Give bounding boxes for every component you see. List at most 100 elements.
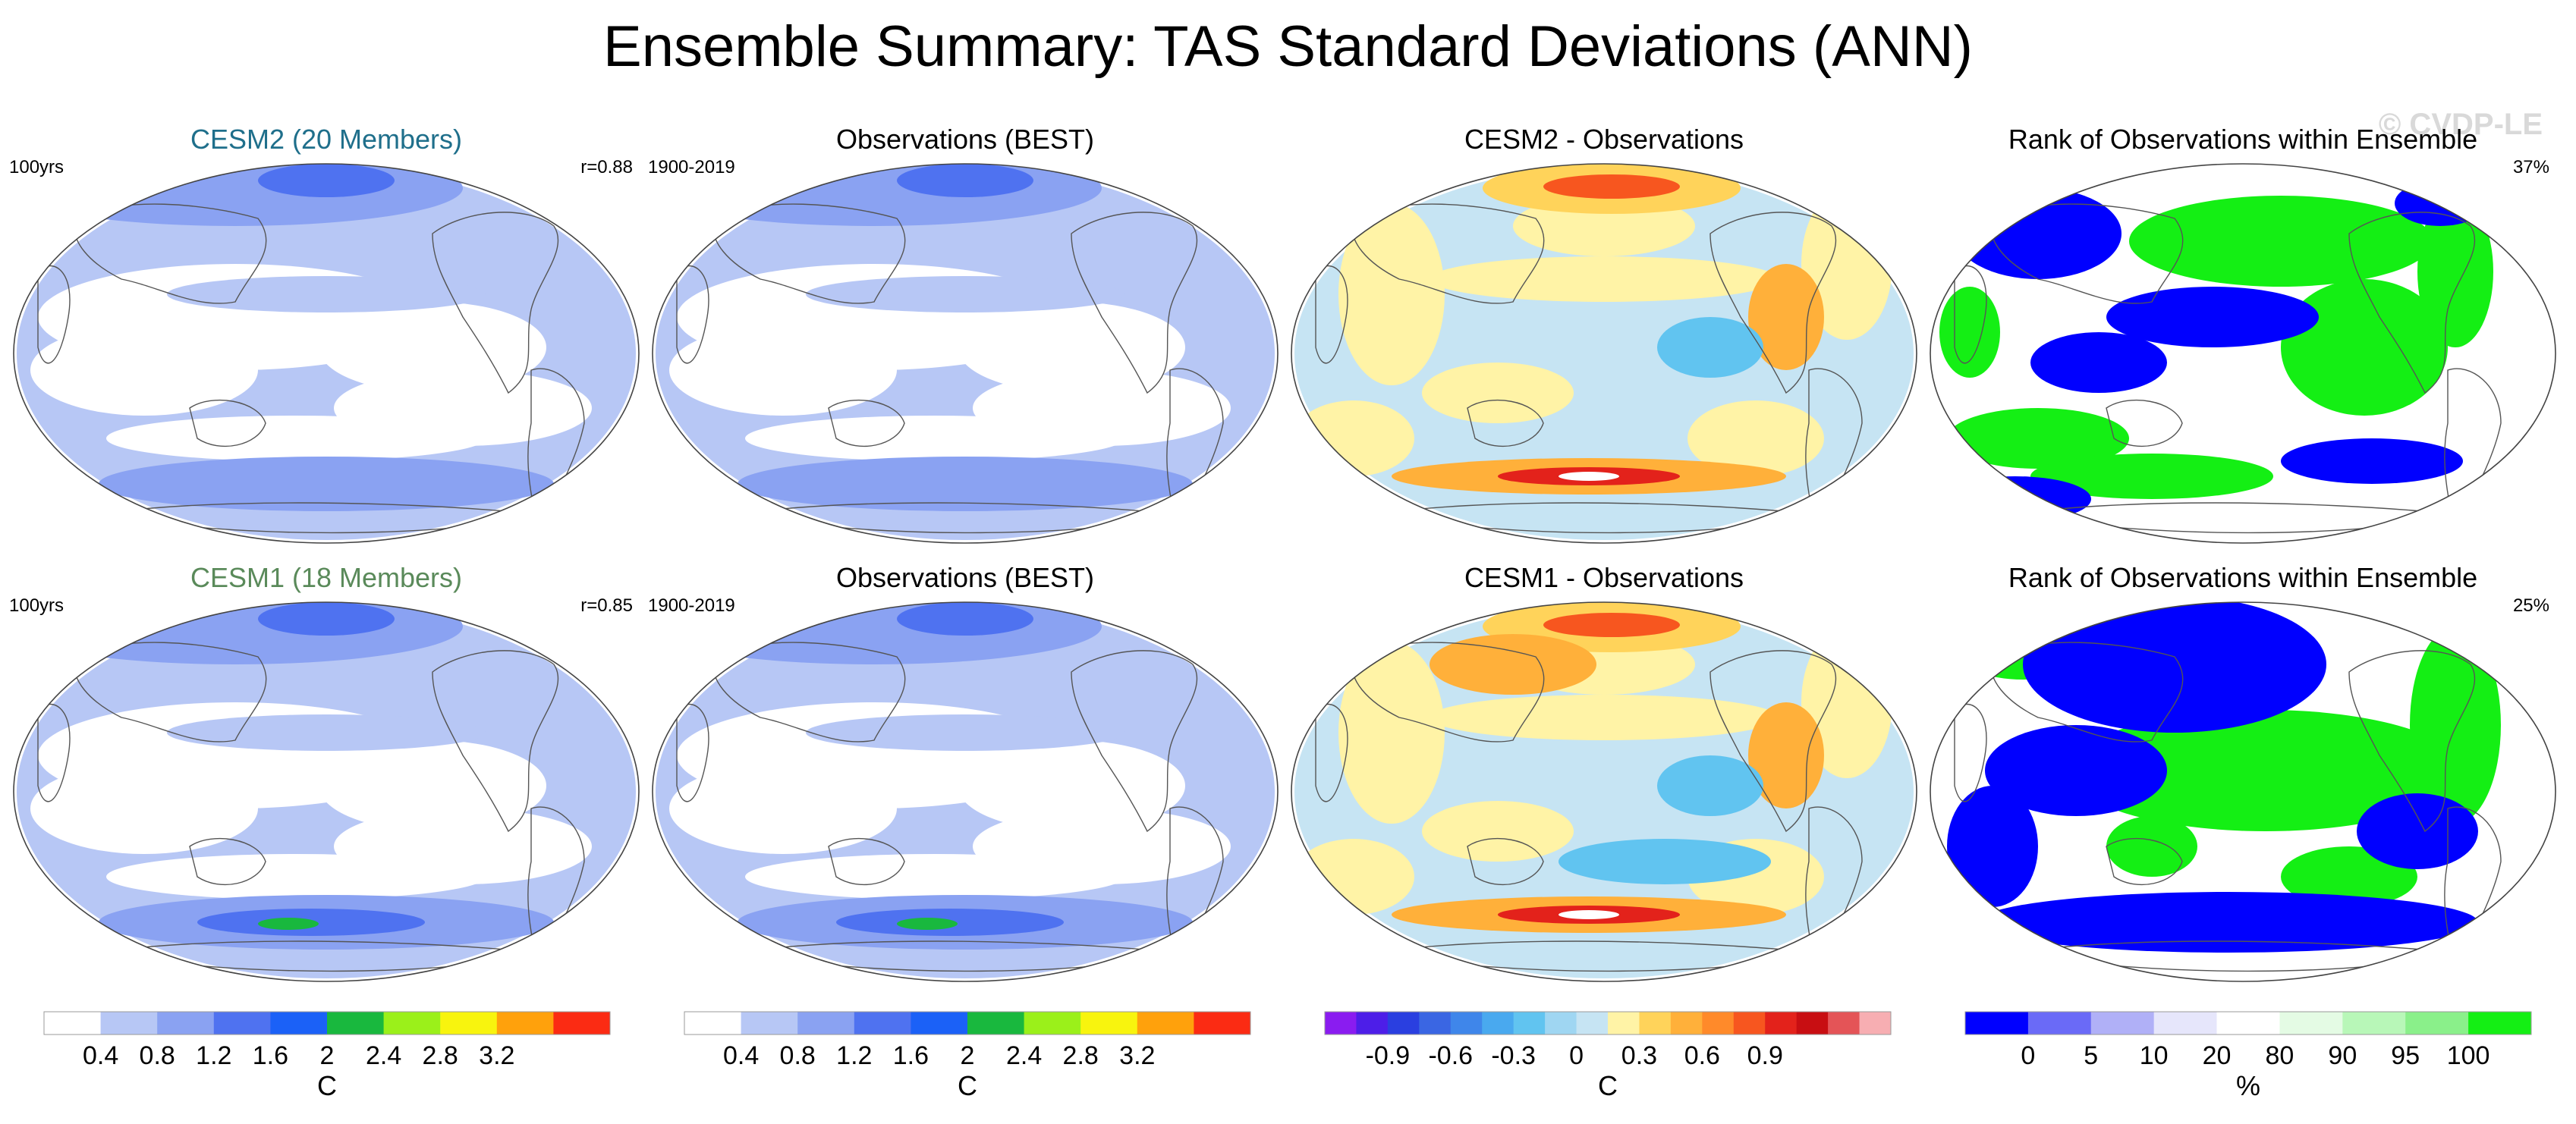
colorbar-swatch [2279, 1012, 2343, 1035]
colorbar-swatch [1137, 1012, 1194, 1035]
low-variance-area [319, 302, 546, 393]
low-variance-area [745, 416, 1124, 461]
coastline [37, 703, 71, 802]
warm-bias-1 [1430, 695, 1779, 740]
map-panel: Rank of Observations within Ensemble 37% [1924, 120, 2562, 545]
panel-title: Rank of Observations within Ensemble [2008, 124, 2478, 155]
coastline [1071, 650, 1198, 833]
cool-bias-south [1558, 839, 1771, 884]
hudson-peak [1118, 602, 1146, 613]
low-variance-area [958, 740, 1185, 831]
colorbar: 0.4 0.8 1.2 1.6 2 2.4 2.8 3.2 C [683, 1010, 1260, 1124]
colorbar-swatch [1639, 1012, 1672, 1035]
coastline [1315, 703, 1348, 802]
colorbar-frame [43, 1011, 611, 1035]
high-rank-5 [1939, 287, 2000, 378]
low-variance-area [958, 302, 1185, 393]
arctic-strong-bias [1543, 174, 1680, 199]
colorbar-tick-label: -0.3 [1491, 1041, 1536, 1070]
map-field [653, 602, 1275, 978]
map-field [1293, 164, 1914, 540]
high-rank-4 [2030, 454, 2273, 499]
colorbar-swatch [1325, 1012, 1357, 1035]
pacific-band [806, 714, 1124, 751]
colorbar-swatch [1859, 1012, 1892, 1035]
map-panel: CESM2 (20 Members) 100yrs r=0.88 [8, 120, 645, 545]
colorbar-tick-label: 0.4 [722, 1041, 760, 1070]
coastline [712, 642, 906, 743]
map-field [1293, 602, 1914, 978]
colorbar-tick-label: 0.6 [1684, 1041, 1720, 1070]
southern-ocean-band [99, 457, 554, 511]
panel-left-label: 100yrs [9, 157, 64, 177]
colorbar-unit: C [317, 1070, 337, 1101]
map-field [1933, 602, 2552, 978]
colorbar-swatches [43, 1011, 611, 1035]
colorbar-tick-label: -0.6 [1428, 1041, 1474, 1070]
cool-bias [1657, 755, 1763, 816]
colorbar-tick-label: 0 [1569, 1041, 1584, 1070]
coastline [1709, 650, 1837, 833]
colorbar-tick-label: 100 [2446, 1041, 2490, 1070]
panel-title: CESM1 (18 Members) [190, 562, 463, 593]
coastline [74, 203, 267, 304]
colorbar-tick-label: 2.8 [1062, 1041, 1099, 1070]
colorbar-swatches [1324, 1011, 1892, 1035]
map-plot [13, 163, 640, 544]
colorbar-swatch [44, 1012, 102, 1035]
colorbar-tick-label: 80 [2265, 1041, 2294, 1070]
colorbar-swatch [553, 1012, 611, 1035]
colorbar-swatch [1482, 1012, 1514, 1035]
warm-bias-0 [1338, 203, 1445, 385]
coastline [74, 642, 267, 743]
map-plot [1930, 163, 2556, 544]
coastline [1954, 703, 1987, 802]
map-plot [1291, 601, 1917, 982]
colorbar-swatch [2216, 1012, 2280, 1035]
panel-right-label: r=0.85 [580, 595, 633, 616]
coastline [676, 703, 709, 802]
coastline [2106, 399, 2183, 447]
colorbar-tick-label: 2 [960, 1041, 975, 1070]
low-variance-area [669, 325, 897, 416]
colorbar-tick-label: 0.9 [1747, 1041, 1783, 1070]
americas-bias [1748, 264, 1824, 370]
pacific-band [167, 714, 486, 751]
coastline [2106, 837, 2183, 886]
colorbar-swatch [1733, 1012, 1766, 1035]
colorbar-swatch [2027, 1012, 2092, 1035]
watermark: © CVDP-LE [2378, 108, 2543, 141]
low-variance-area [106, 416, 486, 461]
map-field [14, 164, 636, 540]
americas-bias [1748, 702, 1824, 808]
colorbar-swatch [1450, 1012, 1483, 1035]
colorbar-swatch [854, 1012, 911, 1035]
colorbar: 0 5 10 20 80 90 95 100% [1964, 1010, 2540, 1124]
colorbar-swatch [1024, 1012, 1081, 1035]
colorbar-tick-label: 3.2 [1119, 1041, 1156, 1070]
colorbar-tick-label: 1.2 [196, 1041, 232, 1070]
asia-warm-bias [1430, 634, 1596, 695]
panel-title: CESM2 - Observations [1464, 124, 1744, 155]
map-plot [652, 163, 1279, 544]
antarctic-peak [258, 918, 319, 930]
colorbar-swatch [1513, 1012, 1546, 1035]
low-variance-area [745, 854, 1124, 900]
colorbar-swatch [1194, 1012, 1251, 1035]
coastline [1990, 642, 2184, 743]
arctic-max [897, 164, 1033, 197]
arctic-max [897, 602, 1033, 636]
colorbar-unit: C [1598, 1070, 1618, 1101]
colorbar-swatch [496, 1012, 554, 1035]
colorbar-swatch [1796, 1012, 1829, 1035]
map-panel: Observations (BEST) 1900-2019 [646, 558, 1284, 983]
arctic-max [258, 602, 395, 636]
coastline [828, 837, 905, 886]
colorbar-swatch [1965, 1012, 2029, 1035]
antarctic-peak [897, 918, 958, 930]
map-border [1291, 163, 1917, 544]
colorbar-frame [1324, 1011, 1892, 1035]
map-border [13, 601, 640, 982]
southern-peak [1558, 910, 1619, 919]
colorbar-swatch [2153, 1012, 2218, 1035]
